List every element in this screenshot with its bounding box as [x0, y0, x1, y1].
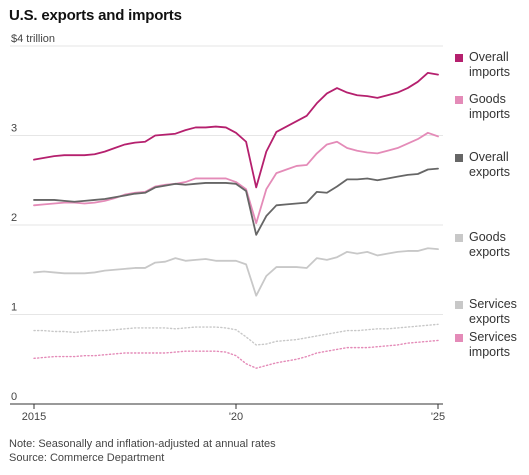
series-line-overall-imports	[33, 71, 439, 189]
y-tick-label: $4 trillion	[11, 33, 55, 45]
series-line-services-imports	[33, 339, 439, 369]
legend-swatch	[455, 54, 463, 62]
x-tick-label: '25	[431, 411, 445, 423]
x-tick-label: 2015	[22, 411, 46, 423]
legend-label: Goods imports	[469, 92, 510, 121]
legend-swatch	[455, 154, 463, 162]
y-tick-label: 0	[11, 391, 17, 403]
series-line-overall-exports	[33, 167, 439, 236]
series-line-goods-imports	[33, 131, 439, 225]
source-text: Source: Commerce Department	[9, 452, 165, 464]
series-line-services-exports	[33, 323, 439, 346]
y-tick-label: 2	[11, 212, 17, 224]
footnote: Note: Seasonally and inflation-adjusted …	[9, 437, 276, 465]
legend-swatch	[455, 334, 463, 342]
note-text: Note: Seasonally and inflation-adjusted …	[9, 438, 276, 450]
grid-layer	[10, 45, 443, 315]
x-tick-label: '20	[229, 411, 243, 423]
legend-label: Services imports	[469, 330, 517, 359]
y-tick-label: 1	[11, 302, 17, 314]
legend-swatch	[455, 96, 463, 104]
series-layer	[33, 71, 439, 369]
legend-label: Services exports	[469, 297, 517, 326]
legend-swatch	[455, 234, 463, 242]
legend-swatch	[455, 301, 463, 309]
legend-label: Overall exports	[469, 150, 510, 179]
series-line-goods-exports	[33, 247, 439, 297]
legend-label: Overall imports	[469, 50, 510, 79]
axis-layer: $4 trillion 3 2 1 0 2015 '20 '25	[10, 33, 445, 423]
legend-label: Goods exports	[469, 230, 510, 259]
chart-title: U.S. exports and imports	[9, 7, 182, 24]
y-tick-label: 3	[11, 123, 17, 135]
